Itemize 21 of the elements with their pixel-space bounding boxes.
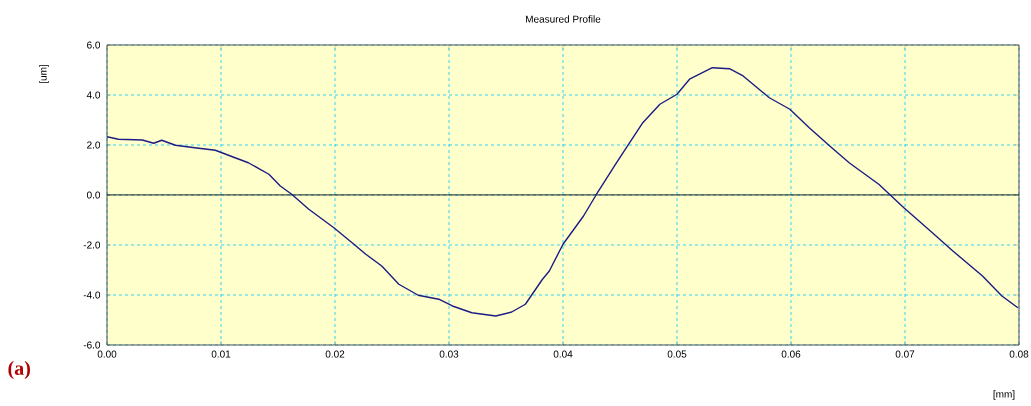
x-tick-label: 0.03 — [439, 350, 459, 358]
x-tick-label: 0.04 — [553, 350, 573, 358]
y-tick-label: 2.0 — [87, 141, 101, 149]
y-tick-label: 0.0 — [86, 191, 101, 199]
y-tick-label: 6.0 — [87, 41, 101, 49]
x-tick-label: 0.05 — [667, 350, 687, 358]
line-series — [107, 67, 1019, 317]
y-axis-title: [um] — [39, 64, 49, 84]
y-tick-label: -4.0 — [83, 291, 101, 299]
x-tick-label: 0.08 — [1009, 350, 1029, 358]
x-tick-label: 0.06 — [781, 350, 801, 358]
y-tick-label: -2.0 — [83, 241, 101, 249]
x-tick-label: 0.02 — [325, 350, 345, 358]
text: (a) — [8, 360, 30, 380]
x-tick-label: 0.00 — [97, 350, 117, 358]
x-tick-label: 0.01 — [211, 350, 231, 358]
y-tick-label: 4.0 — [86, 91, 101, 99]
x-tick-label: 0.07 — [895, 350, 915, 358]
chart-title: Measured Profile — [526, 15, 601, 23]
y-tick-label: -6.0 — [83, 341, 101, 349]
x-axis-title: [mm] — [993, 390, 1015, 400]
